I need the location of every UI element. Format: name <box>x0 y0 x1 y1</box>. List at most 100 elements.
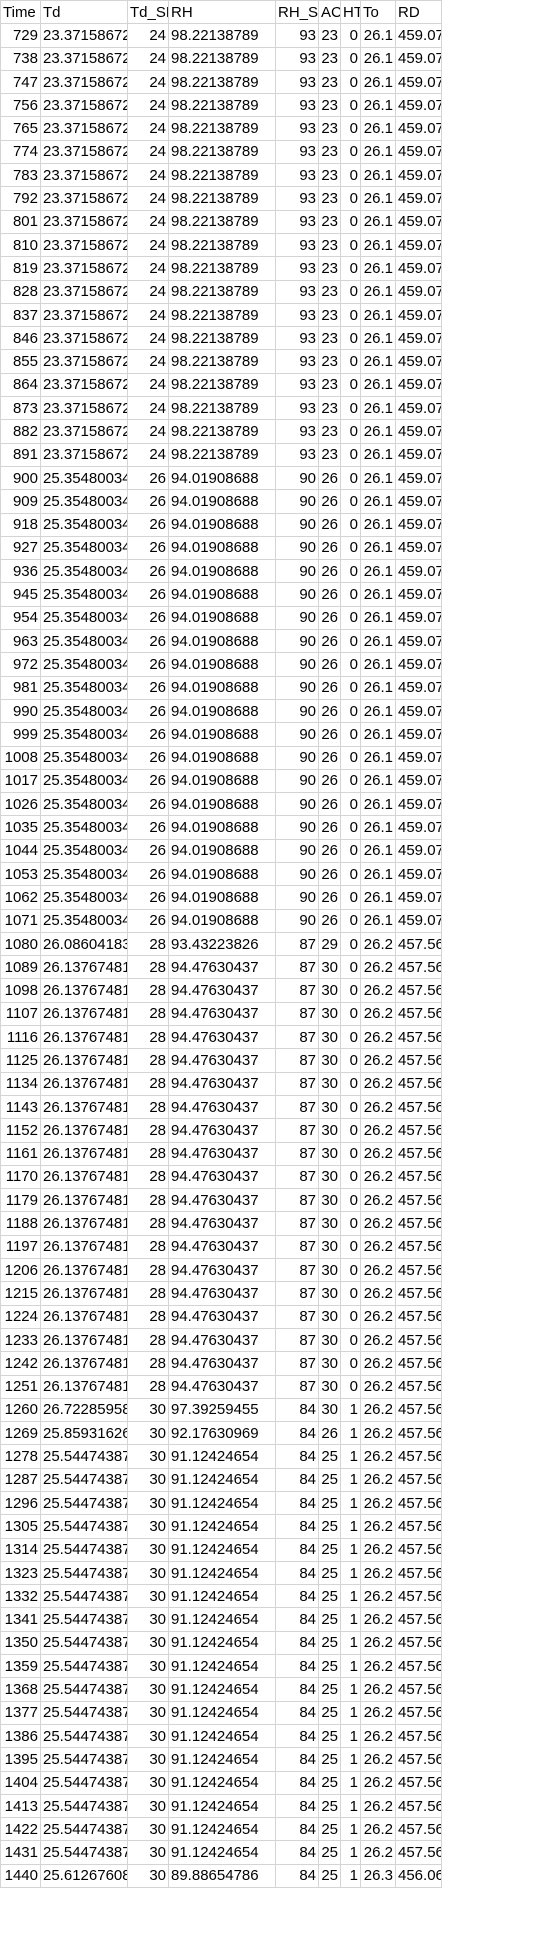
table-cell: 91.12424654 <box>168 1723 276 1749</box>
table-cell: 25.54474387 <box>40 1840 128 1865</box>
table-cell: 26 <box>318 885 341 910</box>
table-row: 1125 26.13767481 28 94.47630437 87 30 0 26.2 457… <box>0 1048 442 1073</box>
table-cell: 810 <box>0 232 41 258</box>
table-cell: 774 <box>0 139 41 165</box>
table-cell: 1332 <box>0 1584 41 1609</box>
table-cell: 26 <box>318 722 341 747</box>
table-cell: 23.37158672 <box>40 326 128 351</box>
table-cell: 26.1 <box>360 419 396 444</box>
table-cell: 459.071 <box>395 792 442 817</box>
table-cell: 26.2 <box>360 1141 396 1166</box>
table-cell: 0 <box>340 116 361 141</box>
table-cell: 94.47630437 <box>168 955 276 980</box>
table-cell: 28 <box>127 1374 169 1399</box>
table-cell: 26.2 <box>360 1793 396 1819</box>
table-cell: 0 <box>340 163 361 188</box>
table-cell: 1035 <box>0 815 41 840</box>
table-row: 1107 26.13767481 28 94.47630437 87 30 0 26.2 457… <box>0 1001 442 1027</box>
table-cell: 94.01908688 <box>168 792 276 817</box>
table-cell: 25.35480034 <box>40 861 128 887</box>
table-cell: 0 <box>340 675 361 700</box>
table-cell: 84 <box>275 1421 319 1446</box>
table-cell: 0 <box>340 792 361 817</box>
table-cell: 1197 <box>0 1234 41 1260</box>
table-cell: 26.1 <box>360 232 396 258</box>
table-cell: 23 <box>318 186 341 211</box>
table-cell: 26.13767481 <box>40 1118 128 1143</box>
table-cell: 738 <box>0 46 41 71</box>
table-cell: 26 <box>127 465 169 491</box>
table-cell: 25.35480034 <box>40 559 128 584</box>
table-cell: 459.071 <box>395 23 442 48</box>
table-cell: 25.54474387 <box>40 1444 128 1469</box>
table-cell: 30 <box>127 1770 169 1795</box>
table-cell: 25 <box>318 1490 341 1516</box>
table-cell: 94.47630437 <box>168 1118 276 1143</box>
table-cell: 26.2 <box>360 1817 396 1842</box>
table-cell: 457.565 <box>395 1001 442 1027</box>
table-cell: 963 <box>0 629 41 654</box>
table-cell: 24 <box>127 116 169 141</box>
table-cell: 23 <box>318 442 341 467</box>
table-cell: 28 <box>127 1351 169 1376</box>
table-cell: 25.35480034 <box>40 792 128 817</box>
table-cell: 26 <box>318 838 341 863</box>
table-row: 1170 26.13767481 28 94.47630437 87 30 0 26.2 457… <box>0 1164 442 1190</box>
table-cell: 457.565 <box>395 1490 442 1516</box>
table-cell: 23.37158672 <box>40 256 128 281</box>
table-cell: 94.01908688 <box>168 768 276 794</box>
table-cell: 26 <box>318 698 341 724</box>
table-cell: 94.01908688 <box>168 512 276 537</box>
table-cell: 0 <box>340 1188 361 1213</box>
table-cell: 87 <box>275 1071 319 1096</box>
table-cell: 729 <box>0 23 41 48</box>
table-cell: 23.37158672 <box>40 302 128 328</box>
table-row: 1395 25.54474387 30 91.12424654 84 25 1 26.2 457… <box>0 1747 442 1772</box>
table-row: 1332 25.54474387 30 91.12424654 84 25 1 26.2 457… <box>0 1584 442 1609</box>
table-cell: 1 <box>340 1793 361 1819</box>
table-cell: 98.22138789 <box>168 396 276 421</box>
table-row: 1152 26.13767481 28 94.47630437 87 30 0 26.2 457… <box>0 1118 442 1143</box>
table-cell: 828 <box>0 279 41 304</box>
table-cell: 90 <box>275 815 319 840</box>
table-cell: 23 <box>318 93 341 118</box>
table-cell: 23.37158672 <box>40 232 128 258</box>
table-cell: 30 <box>318 1351 341 1376</box>
table-row: 1350 25.54474387 30 91.12424654 84 25 1 26.2 457… <box>0 1630 442 1656</box>
table-cell: 30 <box>318 1258 341 1283</box>
table-row: 1134 26.13767481 28 94.47630437 87 30 0 26.2 457… <box>0 1071 442 1096</box>
table-cell: 25 <box>318 1630 341 1656</box>
table-cell: 91.12424654 <box>168 1607 276 1632</box>
table-cell: 0 <box>340 1048 361 1073</box>
table-cell: 459.071 <box>395 372 442 398</box>
table-cell: 24 <box>127 69 169 95</box>
table-cell: 0 <box>340 465 361 491</box>
table-cell: 0 <box>340 302 361 328</box>
table-cell: 90 <box>275 885 319 910</box>
table-cell: 457.565 <box>395 1164 442 1190</box>
table-row: 1098 26.13767481 28 94.47630437 87 30 0 26.2 457… <box>0 978 442 1003</box>
table-cell: 990 <box>0 698 41 724</box>
table-cell: 0 <box>340 908 361 933</box>
table-cell: 459.071 <box>395 675 442 700</box>
table-cell: 23 <box>318 256 341 281</box>
table-cell: 0 <box>340 745 361 770</box>
table-cell: 459.071 <box>395 349 442 374</box>
table-cell: 26.1 <box>360 535 396 561</box>
table-cell: 94.01908688 <box>168 535 276 561</box>
table-cell: 1089 <box>0 955 41 980</box>
table-cell: 26.2 <box>360 1025 396 1050</box>
table-cell: 23.37158672 <box>40 23 128 48</box>
table-cell: 0 <box>340 186 361 211</box>
table-cell: 459.071 <box>395 908 442 933</box>
table-row: 1368 25.54474387 30 91.12424654 84 25 1 26.2 457… <box>0 1677 442 1702</box>
data-table: Time Td Td_SP RH RH_SP AC HT To RD 72923… <box>0 0 442 1889</box>
table-cell: 25.54474387 <box>40 1700 128 1725</box>
table-cell: 26.1 <box>360 279 396 304</box>
table-cell: 26 <box>127 815 169 840</box>
table-cell: 94.01908688 <box>168 908 276 933</box>
table-cell: 25.54474387 <box>40 1747 128 1772</box>
table-cell: 26.1 <box>360 209 396 234</box>
table-cell: 26.13767481 <box>40 1258 128 1283</box>
table-cell: 94.47630437 <box>168 1188 276 1213</box>
